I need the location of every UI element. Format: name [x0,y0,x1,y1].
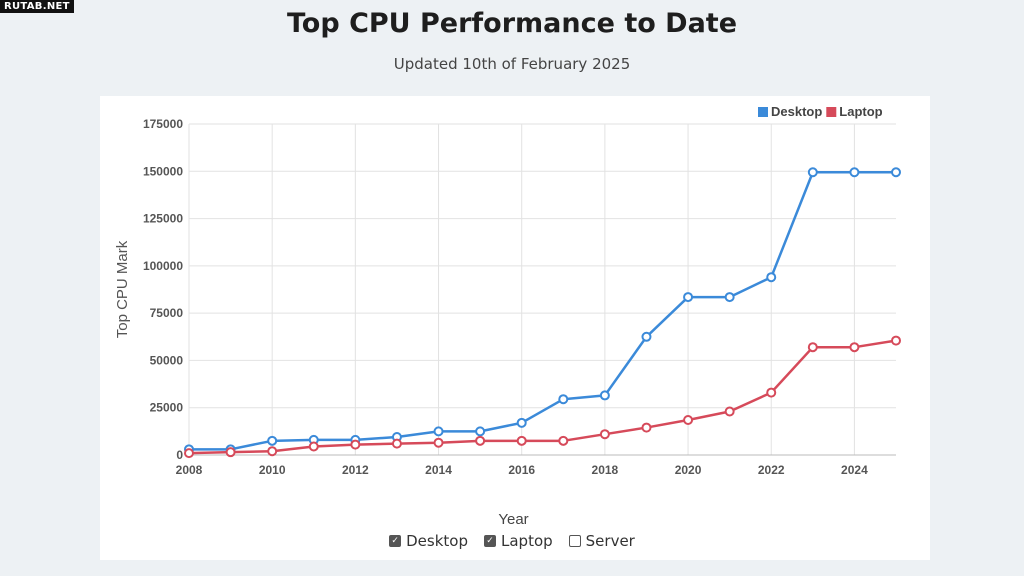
series-line-laptop [188,339,897,455]
data-point-desktop [516,417,527,428]
y-tick-label: 75000 [150,306,184,320]
x-tick-label: 2022 [758,463,785,477]
series-toggle-group: ✓ Desktop ✓ Laptop Server [0,532,1024,550]
toggle-desktop-label: Desktop [406,532,468,550]
data-point-laptop [891,335,901,346]
legend-swatch-desktop [758,107,768,117]
data-point-laptop [766,387,777,398]
page-title: Top CPU Performance to Date [286,8,738,39]
line-chart: 0 25000 50000 75000 100000 125000 150000 175000… [114,104,901,528]
x-tick-label: 2012 [342,463,369,477]
y-tick-label: 100000 [143,259,183,273]
y-tick-label: 25000 [150,401,184,415]
x-tick-label: 2010 [259,463,286,477]
data-point-laptop [641,422,652,433]
chart-card: 0 25000 50000 75000 100000 125000 150000 175000… [100,96,930,560]
data-point-desktop [475,426,486,437]
toggle-server[interactable]: Server [568,532,635,550]
x-tick-label: 2016 [508,463,535,477]
y-tick-label: 175000 [143,117,183,131]
data-point-desktop [766,272,777,283]
y-axis-title: Top CPU Mark [114,240,131,338]
data-point-laptop [516,435,527,446]
y-tick-label: 0 [176,448,183,462]
data-point-laptop [683,415,694,426]
data-point-desktop [267,435,278,446]
y-tick-label: 50000 [150,353,184,367]
y-tick-label: 150000 [143,164,183,178]
x-tick-label: 2014 [425,463,452,477]
data-point-desktop [724,292,735,303]
data-point-laptop [558,435,569,446]
series-line-desktop [189,170,896,451]
checkbox-laptop[interactable]: ✓ [484,535,496,547]
data-point-laptop [807,342,818,353]
data-point-laptop [308,441,319,452]
toggle-desktop[interactable]: ✓ Desktop [389,532,468,550]
data-point-desktop [433,426,444,437]
data-point-laptop [391,438,402,449]
x-tick-label: 2018 [592,463,619,477]
data-point-desktop [599,390,610,401]
data-point-laptop [267,446,278,457]
checkbox-desktop[interactable]: ✓ [389,535,402,547]
data-point-laptop [849,342,860,353]
x-tick-label: 2024 [841,463,868,477]
toggle-server-label: Server [585,532,635,550]
legend-swatch-laptop [826,107,837,117]
x-tick-label: 2008 [176,463,203,477]
legend-label-laptop: Laptop [839,104,882,119]
data-point-desktop [807,167,818,178]
watermark-logo: RUTAB.NET [0,0,74,13]
data-point-desktop [558,394,569,405]
data-point-laptop [433,437,444,448]
data-point-desktop [641,331,652,342]
toggle-laptop-label: Laptop [501,532,553,550]
data-point-laptop [724,406,735,417]
x-tick-label: 2020 [675,463,702,477]
y-tick-label: 125000 [143,212,183,226]
data-point-desktop [683,292,694,303]
data-point-laptop [599,429,610,440]
x-axis-title: Year [498,511,528,528]
data-point-laptop [184,448,194,459]
page-subtitle: Updated 10th of February 2025 [393,55,631,73]
data-point-laptop [350,439,361,450]
legend-label-desktop: Desktop [771,104,822,119]
checkbox-server[interactable] [568,535,581,547]
data-point-laptop [225,447,236,458]
toggle-laptop[interactable]: ✓ Laptop [484,532,553,550]
data-point-desktop [891,167,901,178]
data-point-desktop [849,167,860,178]
data-point-laptop [475,435,486,446]
